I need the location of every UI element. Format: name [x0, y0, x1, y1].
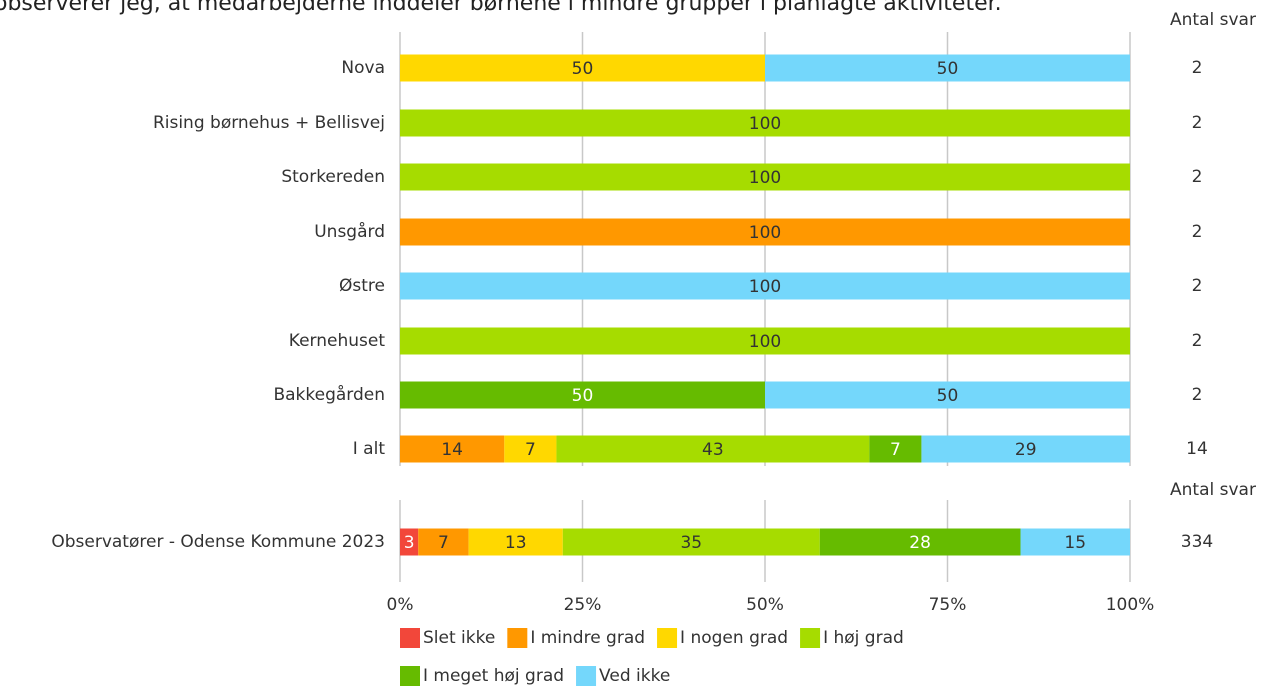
bar-segment — [400, 163, 1130, 191]
legend-label: I nogen grad — [680, 628, 788, 648]
value-label: 50 — [572, 59, 594, 79]
value-label: 35 — [680, 533, 702, 553]
bar-segment — [1020, 528, 1130, 556]
category-label: I alt — [353, 439, 386, 459]
bar-segment — [468, 528, 563, 556]
count-label: 334 — [1181, 532, 1213, 552]
category-label: Unsgård — [314, 221, 385, 242]
x-tick-label: 75% — [929, 595, 967, 615]
bar-segment — [400, 54, 765, 82]
counts-header: Antal svar — [1170, 480, 1256, 500]
value-label: 3 — [404, 533, 415, 553]
legend-label: I mindre grad — [530, 628, 645, 648]
count-label: 2 — [1192, 331, 1203, 351]
bar-segment — [400, 528, 419, 556]
category-label: Storkereden — [281, 167, 385, 187]
count-label: 2 — [1192, 113, 1203, 133]
value-label: 100 — [749, 223, 781, 243]
category-label: Rising børnehus + Bellisvej — [153, 113, 385, 133]
x-tick-label: 0% — [387, 595, 414, 615]
bar-segment — [869, 435, 922, 463]
value-label: 15 — [1064, 533, 1086, 553]
x-tick-label: 100% — [1106, 595, 1155, 615]
legend-label: Slet ikke — [423, 628, 495, 648]
value-label: 29 — [1015, 440, 1037, 460]
category-label: Nova — [341, 58, 385, 78]
bar-segment — [556, 435, 870, 463]
bar-segment — [400, 381, 765, 409]
count-label: 14 — [1186, 439, 1208, 459]
count-label: 2 — [1192, 276, 1203, 296]
legend-swatch — [576, 666, 597, 686]
legend-swatch — [400, 666, 420, 686]
bar-segment — [400, 272, 1130, 300]
value-label: 43 — [702, 440, 724, 460]
bar-segment — [418, 528, 469, 556]
chart-title: observerer jeg, at medarbejderne inddele… — [0, 0, 1002, 16]
value-label: 7 — [438, 533, 449, 553]
value-label: 7 — [525, 440, 536, 460]
bar-segment — [765, 381, 1130, 409]
legend-swatch — [800, 628, 821, 648]
legend-label: Ved ikke — [599, 666, 670, 686]
category-label: Østre — [339, 276, 385, 296]
bar-segment — [400, 435, 505, 463]
bar-segment — [400, 218, 1130, 246]
value-label: 100 — [749, 114, 781, 134]
value-label: 100 — [749, 168, 781, 188]
value-label: 100 — [749, 277, 781, 297]
bar-segment — [400, 109, 1130, 137]
count-label: 2 — [1192, 385, 1203, 405]
value-label: 100 — [749, 332, 781, 352]
legend-label: I høj grad — [823, 628, 904, 648]
count-label: 2 — [1192, 167, 1203, 187]
bar-segment — [400, 327, 1130, 355]
value-label: 50 — [572, 386, 594, 406]
value-label: 14 — [441, 440, 463, 460]
category-label: Bakkegården — [273, 384, 385, 405]
bar-segment — [562, 528, 820, 556]
value-label: 50 — [937, 59, 959, 79]
bar-segment — [504, 435, 557, 463]
counts-header: Antal svar — [1170, 10, 1256, 30]
bar-segment — [921, 435, 1130, 463]
category-label: Observatører - Odense Kommune 2023 — [51, 532, 385, 552]
x-tick-label: 50% — [746, 595, 784, 615]
value-label: 28 — [909, 533, 931, 553]
bar-segment — [765, 54, 1130, 82]
value-label: 50 — [937, 386, 959, 406]
bar-segment — [819, 528, 1021, 556]
x-tick-label: 25% — [564, 595, 602, 615]
category-label: Kernehuset — [289, 331, 386, 351]
legend-swatch — [400, 628, 420, 648]
legend-label: I meget høj grad — [423, 666, 564, 686]
value-label: 13 — [505, 533, 527, 553]
value-label: 7 — [890, 440, 901, 460]
count-label: 2 — [1192, 222, 1203, 242]
legend-swatch — [507, 628, 528, 648]
count-label: 2 — [1192, 58, 1203, 78]
legend-swatch — [657, 628, 678, 648]
